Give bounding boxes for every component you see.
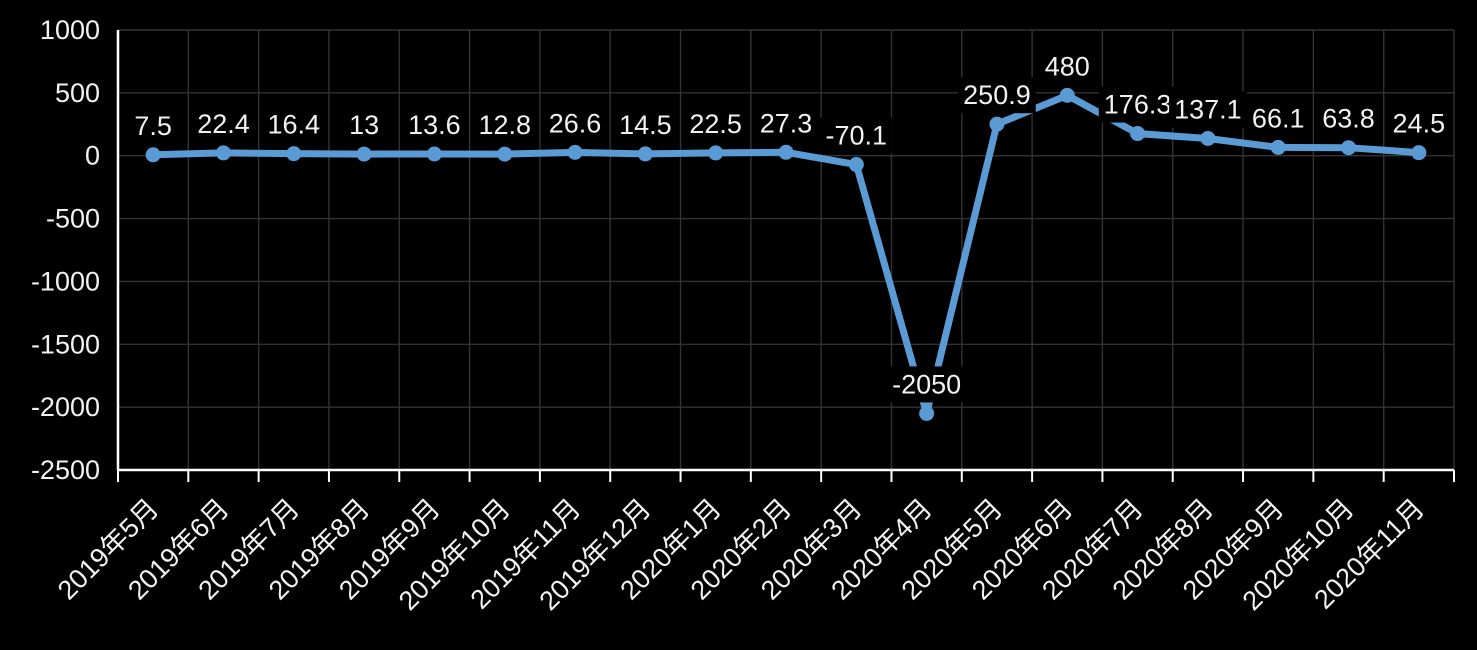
data-label-background [192, 105, 255, 142]
data-point-marker [567, 144, 583, 160]
data-label-background [684, 105, 747, 142]
data-label-background [887, 366, 967, 403]
data-point-marker [989, 116, 1005, 132]
data-label-background [1098, 86, 1177, 123]
data-label-background [543, 105, 607, 142]
y-tick-label: -1000 [31, 266, 100, 296]
data-point-marker [637, 146, 653, 162]
data-point-marker [497, 146, 513, 162]
data-label-background [1039, 48, 1095, 85]
y-tick-label: 500 [55, 78, 100, 108]
data-point-marker [1130, 126, 1146, 142]
data-label-background [1317, 100, 1380, 137]
data-label-background [754, 105, 818, 142]
y-tick-label: -500 [46, 204, 100, 234]
data-label: 13.6 [408, 110, 461, 140]
data-label-background [958, 77, 1036, 114]
y-tick-label: 1000 [40, 15, 100, 45]
data-label: 16.4 [268, 110, 321, 140]
data-label-background [344, 107, 385, 144]
data-label-background [403, 107, 466, 144]
data-point-marker [356, 146, 372, 162]
data-label-background [473, 107, 537, 144]
data-point-marker [919, 405, 935, 421]
data-point-marker [426, 146, 442, 162]
data-label-background [262, 106, 326, 143]
data-point-marker [1059, 87, 1075, 103]
data-label: 22.4 [197, 109, 250, 139]
data-label: 176.3 [1104, 90, 1172, 120]
data-point-marker [1411, 145, 1427, 161]
data-label-background [129, 107, 177, 144]
data-label: 250.9 [963, 80, 1031, 110]
data-label: 14.5 [619, 110, 672, 140]
data-label: 66.1 [1252, 103, 1305, 133]
data-label: -70.1 [826, 121, 888, 151]
data-label-background [820, 117, 893, 154]
data-label-background [614, 106, 677, 143]
data-label: 12.8 [478, 110, 531, 140]
data-point-marker [145, 147, 161, 163]
y-tick-label: -2500 [31, 455, 100, 485]
data-label: 7.5 [134, 111, 172, 141]
data-label: 137.1 [1174, 94, 1242, 124]
data-point-marker [708, 145, 724, 161]
data-label: -2050 [892, 369, 961, 399]
y-tick-label: -2000 [31, 392, 100, 422]
data-point-marker [848, 157, 864, 173]
data-label-background [1387, 105, 1451, 142]
data-label-background [1246, 100, 1310, 137]
data-point-marker [1200, 130, 1216, 146]
data-label: 63.8 [1322, 104, 1375, 134]
data-label: 26.6 [549, 108, 602, 138]
data-label: 22.5 [689, 109, 742, 139]
data-point-marker [778, 144, 794, 160]
data-point-marker [286, 146, 302, 162]
data-point-marker [1270, 139, 1286, 155]
data-label: 27.3 [760, 108, 813, 138]
y-tick-label: 0 [85, 141, 100, 171]
data-label: 13 [349, 110, 379, 140]
data-label: 480 [1045, 51, 1090, 81]
data-label: 24.5 [1393, 109, 1446, 139]
data-point-marker [1341, 140, 1357, 156]
series-line [149, 91, 1423, 417]
data-point-marker [215, 145, 231, 161]
y-tick-label: -1500 [31, 329, 100, 359]
data-label-background [1169, 91, 1247, 128]
